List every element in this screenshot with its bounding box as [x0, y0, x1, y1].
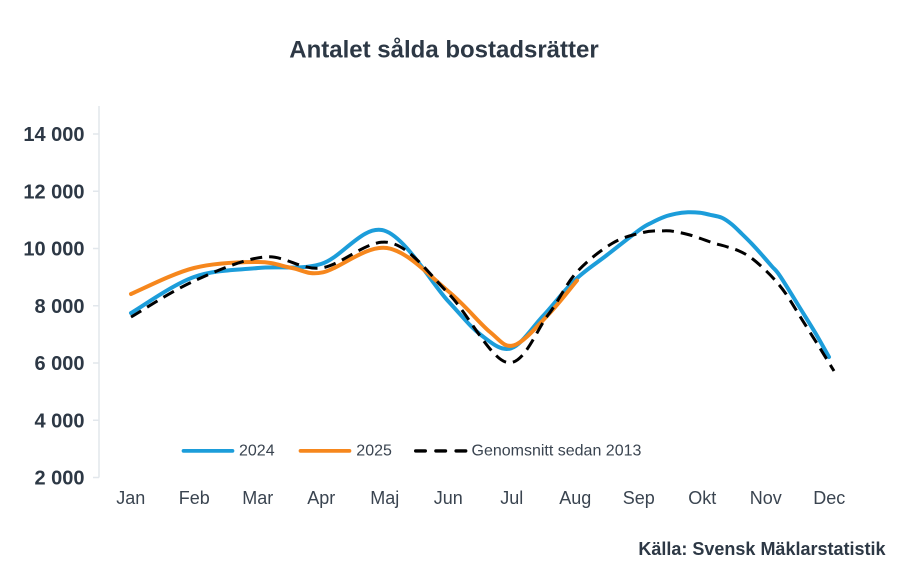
svg-text:12 000: 12 000: [23, 181, 84, 203]
svg-text:8 000: 8 000: [34, 296, 84, 318]
svg-text:Aug: Aug: [559, 488, 591, 508]
svg-text:Källa: Svensk Mäklarstatistik: Källa: Svensk Mäklarstatistik: [638, 539, 886, 559]
svg-text:Antalet sålda bostadsrätter: Antalet sålda bostadsrätter: [289, 37, 598, 64]
svg-text:10 000: 10 000: [23, 239, 84, 261]
svg-text:Sep: Sep: [623, 488, 655, 508]
svg-text:Jan: Jan: [116, 488, 145, 508]
svg-text:2025: 2025: [356, 443, 392, 460]
svg-text:14 000: 14 000: [23, 124, 84, 146]
svg-text:6 000: 6 000: [34, 353, 84, 375]
svg-text:2024: 2024: [239, 443, 275, 460]
svg-text:Apr: Apr: [307, 488, 335, 508]
svg-text:Maj: Maj: [370, 488, 399, 508]
svg-text:Genomsnitt sedan 2013: Genomsnitt sedan 2013: [472, 443, 642, 460]
svg-text:Okt: Okt: [688, 488, 716, 508]
svg-text:2 000: 2 000: [34, 468, 84, 490]
svg-text:Dec: Dec: [813, 488, 845, 508]
svg-text:Jun: Jun: [434, 488, 463, 508]
svg-text:Mar: Mar: [242, 488, 273, 508]
svg-text:Nov: Nov: [750, 488, 782, 508]
svg-text:Feb: Feb: [179, 488, 210, 508]
svg-text:Jul: Jul: [500, 488, 523, 508]
svg-text:4 000: 4 000: [34, 410, 84, 432]
